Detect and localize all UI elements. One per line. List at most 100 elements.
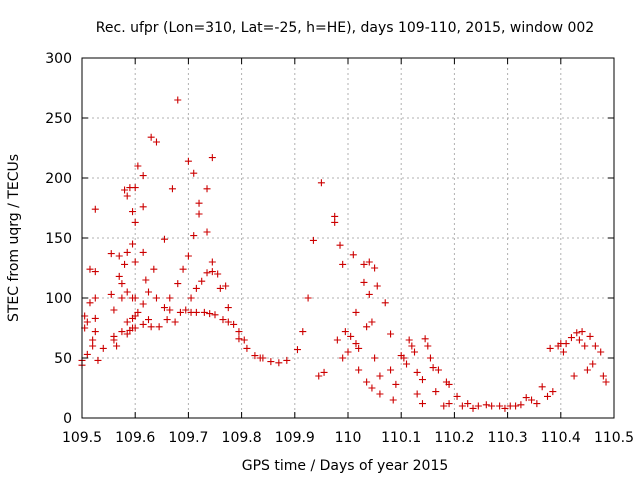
data-point — [139, 248, 147, 256]
data-point — [424, 342, 432, 350]
data-point — [469, 404, 477, 412]
data-point — [139, 300, 147, 308]
data-point — [567, 334, 575, 342]
data-point — [363, 323, 371, 331]
data-point — [336, 241, 344, 249]
data-point — [331, 218, 339, 226]
data-point — [317, 179, 325, 187]
x-tick-label: 110.1 — [381, 430, 421, 446]
data-point — [91, 314, 99, 322]
x-tick-label: 110 — [335, 430, 362, 446]
data-point — [145, 316, 152, 324]
data-point — [522, 394, 530, 402]
y-tick-label: 300 — [45, 51, 72, 67]
data-point — [373, 282, 381, 290]
data-point — [371, 264, 379, 272]
data-point — [214, 270, 222, 278]
data-point — [203, 228, 211, 236]
x-tick-label: 109.7 — [168, 430, 208, 446]
data-point — [176, 308, 184, 316]
data-point — [496, 402, 504, 410]
data-point — [224, 318, 232, 326]
x-tick-label: 109.6 — [115, 430, 155, 446]
data-point — [434, 366, 442, 374]
data-point — [562, 340, 570, 348]
data-point — [198, 277, 206, 285]
data-point — [134, 308, 142, 316]
chart-title: Rec. ufpr (Lon=310, Lat=-25, h=HE), days… — [96, 20, 594, 36]
data-point — [163, 316, 171, 324]
data-point — [387, 366, 395, 374]
data-point — [368, 384, 376, 392]
data-point — [115, 272, 123, 280]
data-point — [528, 396, 536, 404]
data-point — [597, 348, 605, 356]
data-point — [86, 265, 94, 273]
data-point — [347, 332, 355, 340]
data-point — [304, 294, 312, 302]
data-point — [392, 380, 400, 388]
data-point — [110, 306, 118, 314]
data-point — [131, 294, 139, 302]
data-point — [131, 312, 139, 320]
x-tick-label: 109.9 — [275, 430, 315, 446]
data-point — [341, 328, 349, 336]
data-point — [408, 342, 416, 350]
data-point — [591, 342, 599, 350]
data-point — [352, 308, 360, 316]
data-point — [118, 280, 126, 288]
data-point — [315, 372, 323, 380]
data-point — [293, 346, 301, 354]
data-point — [453, 392, 461, 400]
data-point — [411, 348, 418, 356]
data-point — [283, 356, 291, 364]
data-point — [376, 372, 384, 380]
data-point — [134, 162, 142, 170]
data-point — [200, 308, 208, 316]
data-point — [360, 278, 368, 286]
data-point — [586, 332, 594, 340]
data-point — [349, 251, 357, 259]
data-point — [174, 96, 182, 104]
data-point — [152, 294, 160, 302]
data-point — [203, 185, 211, 193]
data-point — [440, 402, 448, 410]
data-point — [208, 154, 216, 162]
data-point — [376, 390, 384, 398]
data-point — [203, 269, 211, 277]
data-point — [139, 172, 147, 180]
data-point — [99, 344, 107, 352]
data-point — [155, 323, 163, 331]
data-point — [320, 368, 328, 376]
data-point — [344, 348, 352, 356]
y-tick-label: 50 — [54, 351, 72, 367]
data-point — [216, 284, 224, 292]
data-point — [224, 304, 232, 312]
data-point — [184, 252, 192, 260]
data-point — [166, 294, 174, 302]
data-point — [129, 240, 137, 248]
data-point — [360, 260, 368, 268]
data-point — [192, 284, 200, 292]
data-point — [147, 323, 155, 331]
data-point — [381, 299, 389, 307]
data-point — [400, 354, 408, 362]
data-point — [413, 368, 421, 376]
y-tick-label: 250 — [45, 111, 72, 127]
data-point — [421, 335, 429, 343]
data-point — [426, 354, 434, 362]
data-point — [339, 354, 347, 362]
data-point — [83, 318, 91, 326]
data-point — [418, 376, 426, 384]
data-point — [365, 258, 373, 266]
data-point — [458, 402, 466, 410]
data-point — [91, 328, 99, 336]
data-point — [235, 335, 243, 343]
data-point — [309, 236, 317, 244]
data-point — [110, 336, 118, 344]
data-point — [387, 330, 395, 338]
data-point — [91, 205, 99, 213]
data-point — [259, 354, 267, 362]
data-point — [195, 210, 203, 218]
